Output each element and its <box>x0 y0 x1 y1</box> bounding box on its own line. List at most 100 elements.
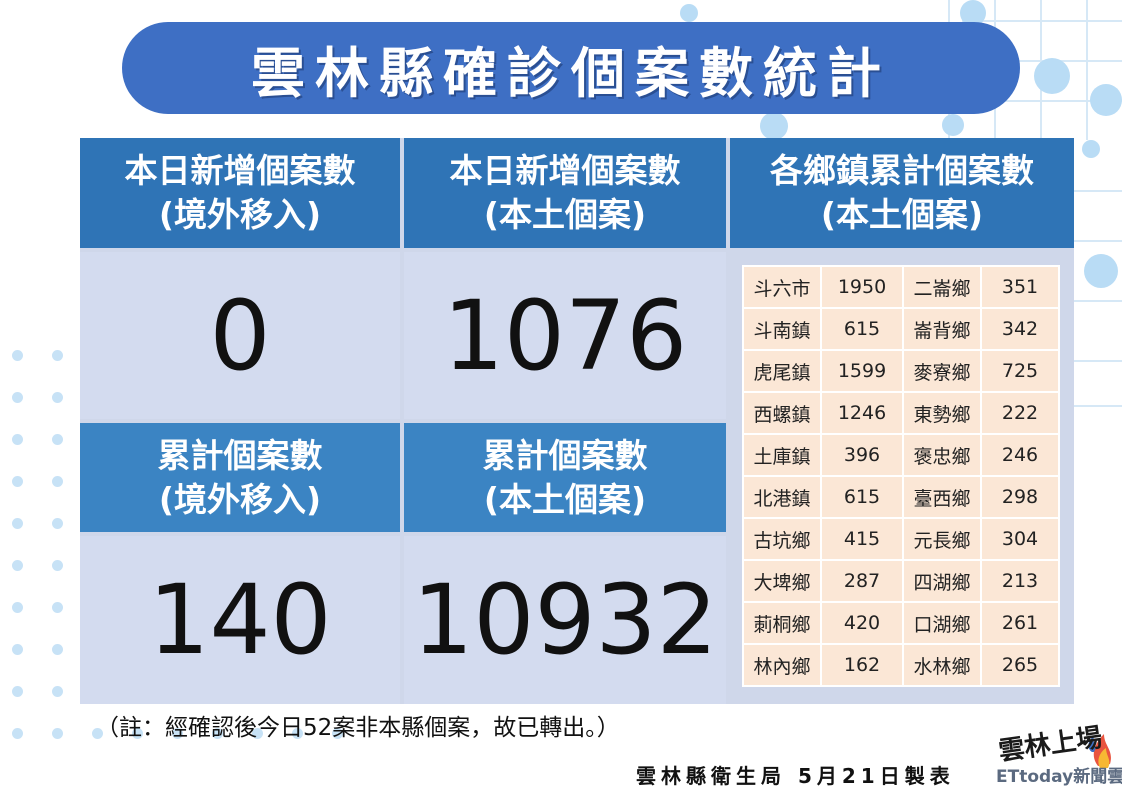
town-count-cell: 246 <box>982 435 1058 475</box>
town-table: 斗六市 1950 二崙鄉 351 斗南鎮 615 崙背鄉 342 虎尾鎮 1599 麥寮鄉 725 西螺… <box>742 265 1060 687</box>
decorative-dot <box>252 728 263 739</box>
decorative-dot <box>212 728 223 739</box>
header-cumulative-local: 累計個案數 (本土個案) <box>404 423 726 532</box>
header-line: 本日新增個案數 <box>124 151 356 190</box>
decorative-dot <box>12 686 23 697</box>
header-line: 本日新增個案數 <box>449 151 681 190</box>
background-circle <box>760 112 788 140</box>
town-name-cell: 西螺鎮 <box>744 393 820 433</box>
value-text: 140 <box>148 564 332 676</box>
decorative-dot <box>12 434 23 445</box>
table-row: 大埤鄉 287 四湖鄉 213 <box>742 560 1060 602</box>
town-name-cell: 虎尾鎮 <box>744 351 820 391</box>
logo-brand-text: ETtoday新聞雲 <box>996 767 1122 787</box>
decorative-dot <box>52 434 63 445</box>
value-text: 0 <box>209 279 271 392</box>
decorative-dot <box>12 350 23 361</box>
header-line: 累計個案數 <box>157 435 323 475</box>
decorative-dot <box>292 728 303 739</box>
town-count-cell: 298 <box>982 477 1058 517</box>
town-name-cell: 二崙鄉 <box>904 267 980 307</box>
town-name-cell: 元長鄉 <box>904 519 980 559</box>
header-line: (境外移入) <box>158 195 322 234</box>
decorative-dot <box>12 602 23 613</box>
town-count-cell: 725 <box>982 351 1058 391</box>
table-row: 林內鄉 162 水林鄉 265 <box>742 644 1060 686</box>
background-circle <box>1082 140 1100 158</box>
flame-logo-icon <box>1088 734 1111 768</box>
decorative-dot <box>92 728 103 739</box>
town-name-cell: 大埤鄉 <box>744 561 820 601</box>
background-circle <box>1084 254 1118 288</box>
town-count-cell: 396 <box>822 435 902 475</box>
town-name-cell: 北港鎮 <box>744 477 820 517</box>
town-name-cell: 麥寮鄉 <box>904 351 980 391</box>
town-name-cell: 四湖鄉 <box>904 561 980 601</box>
town-count-cell: 615 <box>822 309 902 349</box>
town-name-cell: 崙背鄉 <box>904 309 980 349</box>
value-cumulative-imported: 140 <box>80 536 400 704</box>
decorative-dot <box>52 518 63 529</box>
town-name-cell: 林內鄉 <box>744 645 820 685</box>
town-count-cell: 304 <box>982 519 1058 559</box>
value-text: 1076 <box>442 279 688 392</box>
town-count-cell: 265 <box>982 645 1058 685</box>
background-circle <box>942 114 964 136</box>
value-daily-local: 1076 <box>404 252 726 419</box>
decorative-dot <box>12 560 23 571</box>
table-row: 北港鎮 615 臺西鄉 298 <box>742 476 1060 518</box>
decorative-dot <box>52 728 63 739</box>
decorative-dot <box>12 518 23 529</box>
town-count-cell: 420 <box>822 603 902 643</box>
town-name-cell: 莿桐鄉 <box>744 603 820 643</box>
decorative-dot <box>52 686 63 697</box>
header-line: 各鄉鎮累計個案數 <box>770 151 1034 190</box>
header-line: (本土個案) <box>483 479 647 519</box>
decorative-dot <box>52 350 63 361</box>
header-line: (本土個案) <box>483 195 647 234</box>
title-banner: 雲林縣確診個案數統計 <box>122 22 1020 114</box>
decorative-dot <box>52 560 63 571</box>
background-circle <box>960 0 986 26</box>
decorative-dot <box>12 476 23 487</box>
decorative-dot <box>12 728 23 739</box>
background-circle <box>680 4 698 22</box>
town-name-cell: 褒忠鄉 <box>904 435 980 475</box>
header-cumulative-imported: 累計個案數 (境外移入) <box>80 423 400 532</box>
header-daily-local: 本日新增個案數 (本土個案) <box>404 138 726 248</box>
town-count-cell: 342 <box>982 309 1058 349</box>
town-count-cell: 1950 <box>822 267 902 307</box>
town-count-cell: 351 <box>982 267 1058 307</box>
decorative-dot <box>332 728 343 739</box>
decorative-dot <box>12 644 23 655</box>
town-count-cell: 415 <box>822 519 902 559</box>
header-towns-cumulative: 各鄉鎮累計個案數 (本土個案) <box>730 138 1074 248</box>
page-title: 雲林縣確診個案數統計 <box>251 41 891 105</box>
table-row: 虎尾鎮 1599 麥寮鄉 725 <box>742 350 1060 392</box>
header-line: (本土個案) <box>820 195 984 234</box>
town-name-cell: 斗六市 <box>744 267 820 307</box>
decorative-dot <box>52 392 63 403</box>
town-name-cell: 古坑鄉 <box>744 519 820 559</box>
background-circle <box>1034 58 1070 94</box>
table-row: 土庫鎮 396 褒忠鄉 246 <box>742 434 1060 476</box>
town-name-cell: 斗南鎮 <box>744 309 820 349</box>
table-row: 西螺鎮 1246 東勢鄉 222 <box>742 392 1060 434</box>
value-daily-imported: 0 <box>80 252 400 419</box>
decorative-dot <box>52 476 63 487</box>
town-count-cell: 213 <box>982 561 1058 601</box>
decorative-dot <box>132 728 143 739</box>
footer-text: 雲林縣衛生局 5月21日製表 <box>636 764 955 788</box>
background-circle <box>1090 84 1122 116</box>
town-count-cell: 1599 <box>822 351 902 391</box>
header-line: (境外移入) <box>158 479 322 519</box>
town-count-cell: 287 <box>822 561 902 601</box>
publisher-logo: 雲林上場 ETtoday新聞雲 <box>994 722 1122 787</box>
table-row: 古坑鄉 415 元長鄉 304 <box>742 518 1060 560</box>
table-row: 莿桐鄉 420 口湖鄉 261 <box>742 602 1060 644</box>
town-name-cell: 口湖鄉 <box>904 603 980 643</box>
decorative-dot <box>52 644 63 655</box>
town-count-cell: 1246 <box>822 393 902 433</box>
town-count-cell: 615 <box>822 477 902 517</box>
town-count-cell: 162 <box>822 645 902 685</box>
